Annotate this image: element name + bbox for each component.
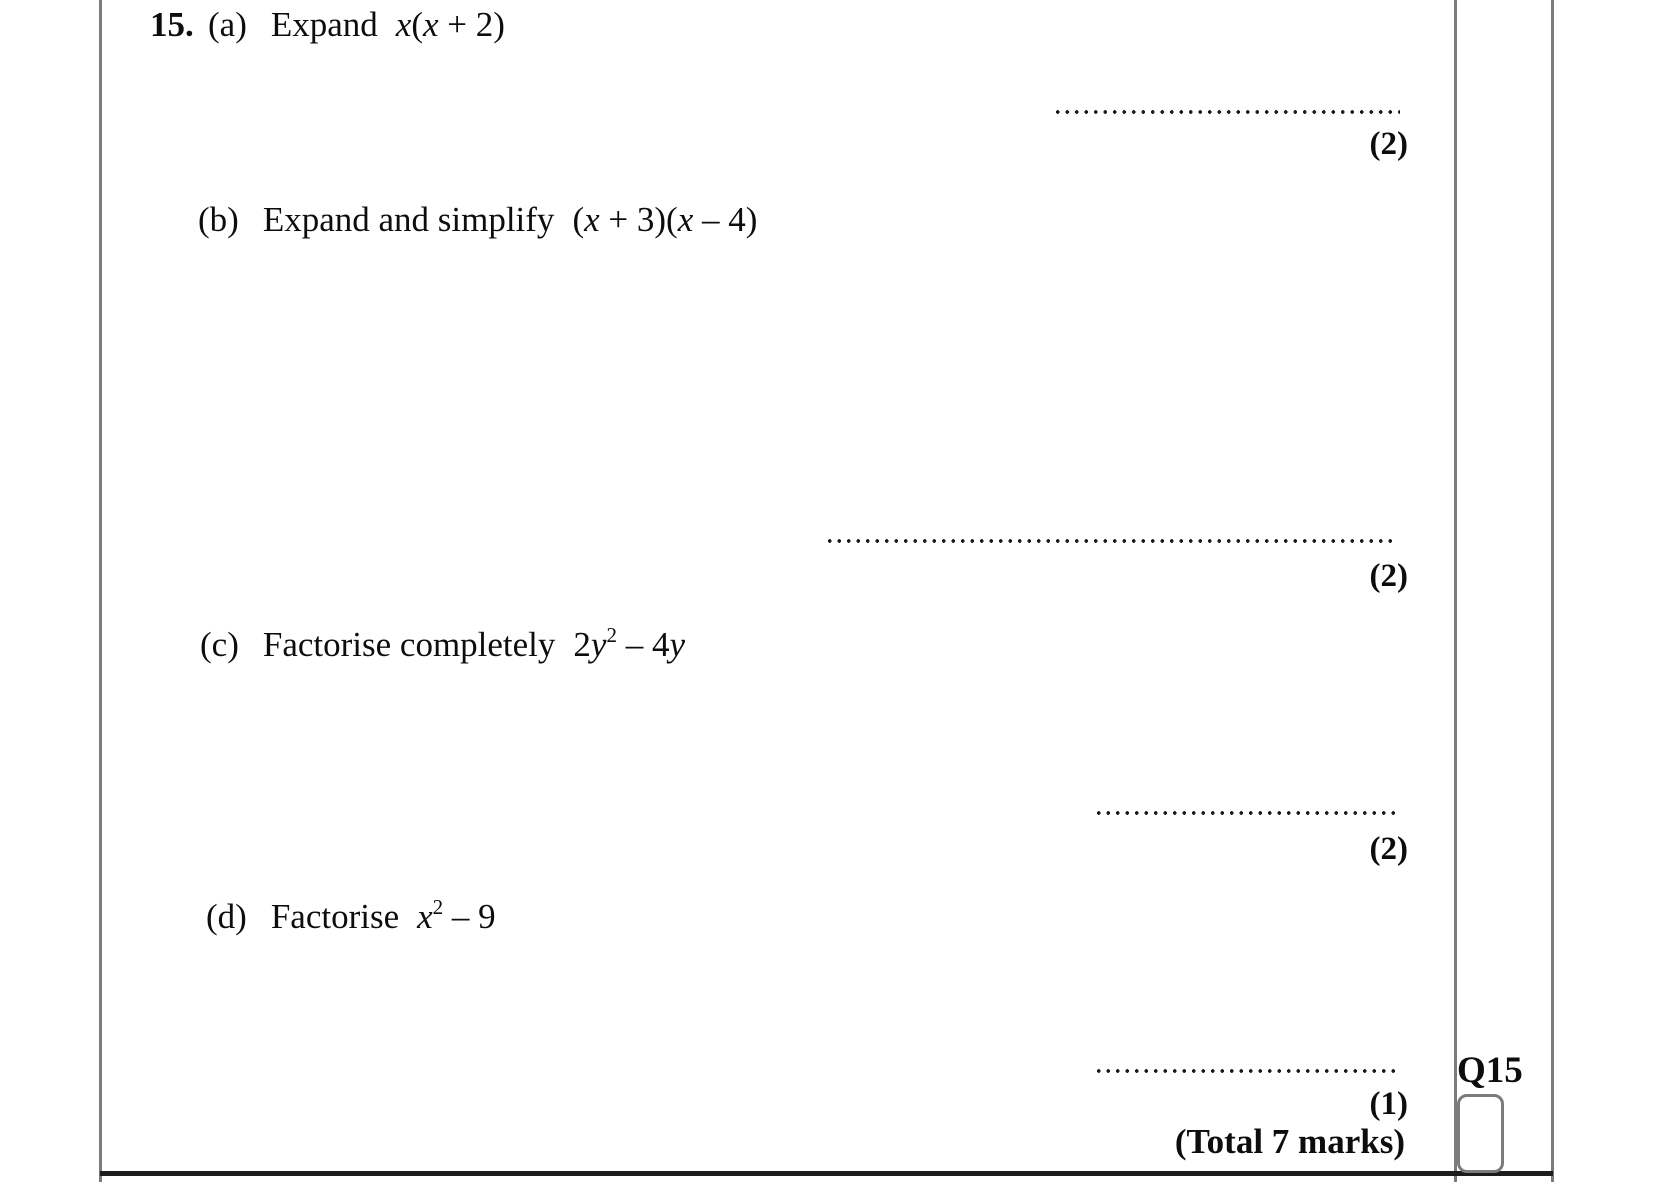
part-a-expression: x(x + 2) [395,5,505,44]
marks-a: (2) [1369,126,1408,162]
question-bottom-rule [100,1171,1553,1176]
question-ref-label: Q15 [1457,1050,1523,1091]
part-a-label: (a) [208,5,247,44]
question-part-d: (d) Factorise x2 – 9 [206,897,496,937]
total-marks-label: (Total 7 marks) [1174,1122,1405,1161]
part-b-prompt: Expand and simplify [262,200,555,239]
part-b-expression: (x + 3)(x – 4) [572,200,758,239]
part-c-prompt: Factorise completely [262,625,556,664]
right-margin-line-outer [1551,0,1554,1182]
part-a-prompt: Expand [270,5,378,44]
marks-b: (2) [1369,558,1408,594]
examiner-mark-box [1457,1094,1504,1173]
left-margin-line [99,0,102,1182]
part-d-expression: x2 – 9 [417,895,496,936]
part-d-label: (d) [206,897,247,936]
answer-line-d [1094,1068,1397,1074]
question-part-c: (c) Factorise completely 2y2 – 4y [200,625,685,665]
answer-line-a [1053,109,1400,115]
part-c-expression: 2y2 – 4y [573,623,685,664]
marks-d: (1) [1369,1086,1408,1122]
part-c-label: (c) [200,625,239,664]
answer-line-c [1094,810,1398,816]
question-part-a: (a) Expand x(x + 2) [208,5,505,45]
question-part-b: (b) Expand and simplify (x + 3)(x – 4) [198,200,757,240]
answer-line-b [825,538,1398,544]
marks-c: (2) [1369,831,1408,867]
right-margin-line-inner [1454,0,1457,1182]
question-number: 15. [150,5,194,44]
part-b-label: (b) [198,200,239,239]
part-d-prompt: Factorise [270,897,400,936]
